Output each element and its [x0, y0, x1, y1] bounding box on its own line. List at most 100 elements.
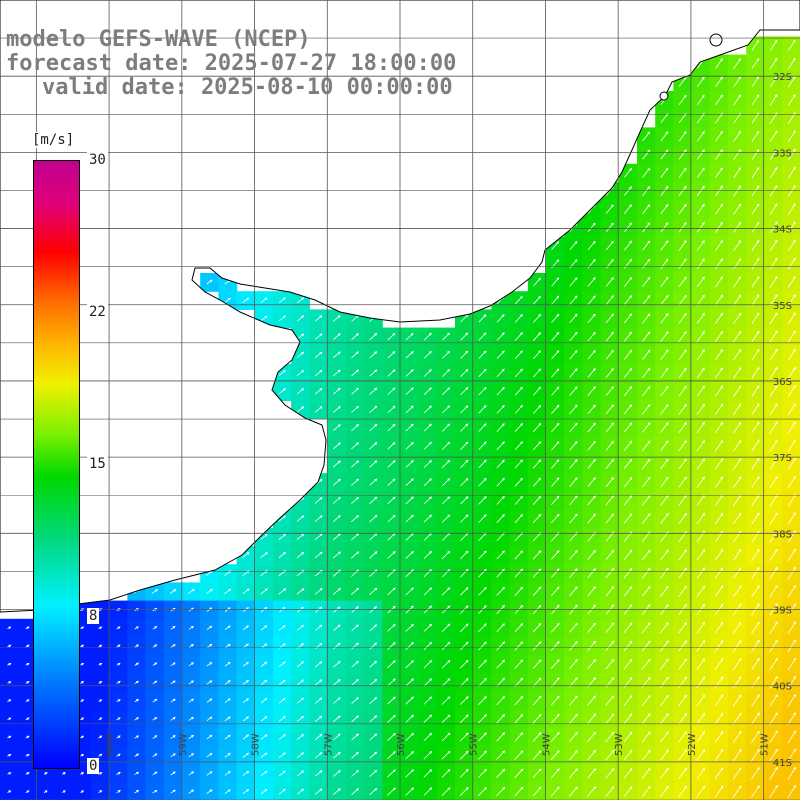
wind-cell — [691, 673, 711, 693]
lat-label: 34S — [773, 225, 792, 236]
wind-arrow — [405, 514, 414, 523]
wind-cell — [436, 691, 456, 711]
wind-arrow — [478, 696, 487, 705]
wind-cell — [637, 473, 656, 492]
wind-cell — [418, 709, 438, 729]
wind-arrow — [714, 476, 724, 488]
wind-cell — [418, 582, 438, 602]
wind-cell — [709, 618, 729, 638]
wind-arrow — [25, 644, 30, 648]
wind-arrow — [260, 770, 268, 777]
wind-arrow — [532, 586, 542, 597]
wind-cell — [564, 436, 583, 456]
wind-cell — [91, 637, 110, 656]
wind-cell — [418, 600, 438, 620]
wind-cell — [400, 546, 420, 565]
wind-cell — [491, 746, 511, 765]
lat-label: 37S — [773, 453, 792, 464]
wind-cell — [309, 564, 329, 583]
wind-arrow — [278, 715, 286, 722]
wind-arrow — [550, 622, 560, 633]
wind-cell — [163, 764, 183, 784]
wind-arrow — [533, 368, 542, 378]
wind-arrow — [623, 458, 633, 470]
wind-cell — [546, 600, 565, 620]
wind-cell — [600, 254, 620, 274]
wind-arrow — [605, 640, 615, 652]
wind-cell — [273, 764, 292, 784]
wind-cell — [364, 600, 383, 620]
wind-cell — [709, 327, 729, 347]
wind-cell — [673, 200, 693, 219]
wind-arrow — [315, 661, 323, 668]
wind-cell — [291, 582, 310, 602]
wind-cell — [418, 400, 438, 420]
wind-cell — [473, 709, 492, 729]
wind-cell — [509, 509, 529, 529]
wind-cell — [527, 746, 547, 765]
wind-cell — [618, 746, 638, 765]
wind-arrow — [678, 258, 687, 269]
wind-cell — [764, 546, 784, 565]
wind-arrow — [387, 496, 396, 505]
wind-cell — [327, 509, 347, 529]
wind-cell — [782, 782, 800, 800]
wind-arrow — [351, 788, 359, 795]
wind-cell — [527, 436, 547, 456]
wind-cell — [473, 746, 492, 765]
wind-cell — [655, 728, 674, 747]
wind-cell — [18, 728, 37, 747]
wind-cell — [473, 418, 492, 438]
wind-cell — [746, 618, 765, 638]
wind-cell — [327, 382, 347, 401]
wind-arrow — [605, 222, 614, 233]
wind-arrow — [478, 496, 487, 505]
wind-cell — [564, 327, 583, 347]
wind-arrow — [514, 459, 523, 469]
wind-arrow — [678, 167, 687, 178]
wind-arrow — [278, 551, 287, 559]
wind-cell — [455, 473, 474, 492]
wind-cell — [491, 509, 511, 529]
wind-arrow — [296, 297, 305, 304]
wind-arrow — [478, 459, 487, 469]
wind-cell — [527, 345, 547, 365]
wind-cell — [691, 746, 711, 765]
wind-arrow — [769, 694, 778, 707]
wind-arrow — [297, 679, 304, 686]
wind-cell — [473, 400, 492, 420]
wind-cell — [18, 691, 37, 711]
wind-arrow — [696, 331, 705, 342]
wind-cell — [345, 527, 365, 547]
wind-cell — [600, 455, 620, 474]
wind-cell — [491, 418, 511, 438]
wind-cell — [728, 200, 747, 219]
wind-arrow — [733, 367, 742, 379]
wind-arrow — [351, 769, 359, 777]
wind-arrow — [423, 732, 433, 742]
wind-arrow — [714, 676, 724, 689]
wind-cell — [509, 600, 529, 620]
wind-cell — [236, 637, 256, 656]
wind-cell — [655, 764, 674, 784]
wind-cell — [491, 691, 511, 711]
wind-arrow — [714, 549, 724, 561]
wind-arrow — [714, 639, 724, 652]
wind-cell — [746, 273, 765, 292]
wind-cell — [254, 637, 274, 656]
wind-cell — [309, 364, 329, 383]
wind-arrow — [623, 767, 633, 779]
wind-cell — [600, 309, 620, 329]
wind-arrow — [260, 788, 268, 795]
wind-arrow — [696, 749, 706, 762]
wind-cell — [637, 436, 656, 456]
wind-cell — [691, 327, 711, 347]
wind-arrow — [514, 713, 524, 724]
wind-arrow — [587, 368, 596, 378]
wind-cell — [455, 728, 474, 747]
wind-cell — [364, 673, 383, 693]
wind-arrow — [333, 751, 341, 759]
wind-arrow — [387, 369, 396, 377]
wind-cell — [728, 327, 747, 347]
wind-cell — [273, 291, 292, 310]
